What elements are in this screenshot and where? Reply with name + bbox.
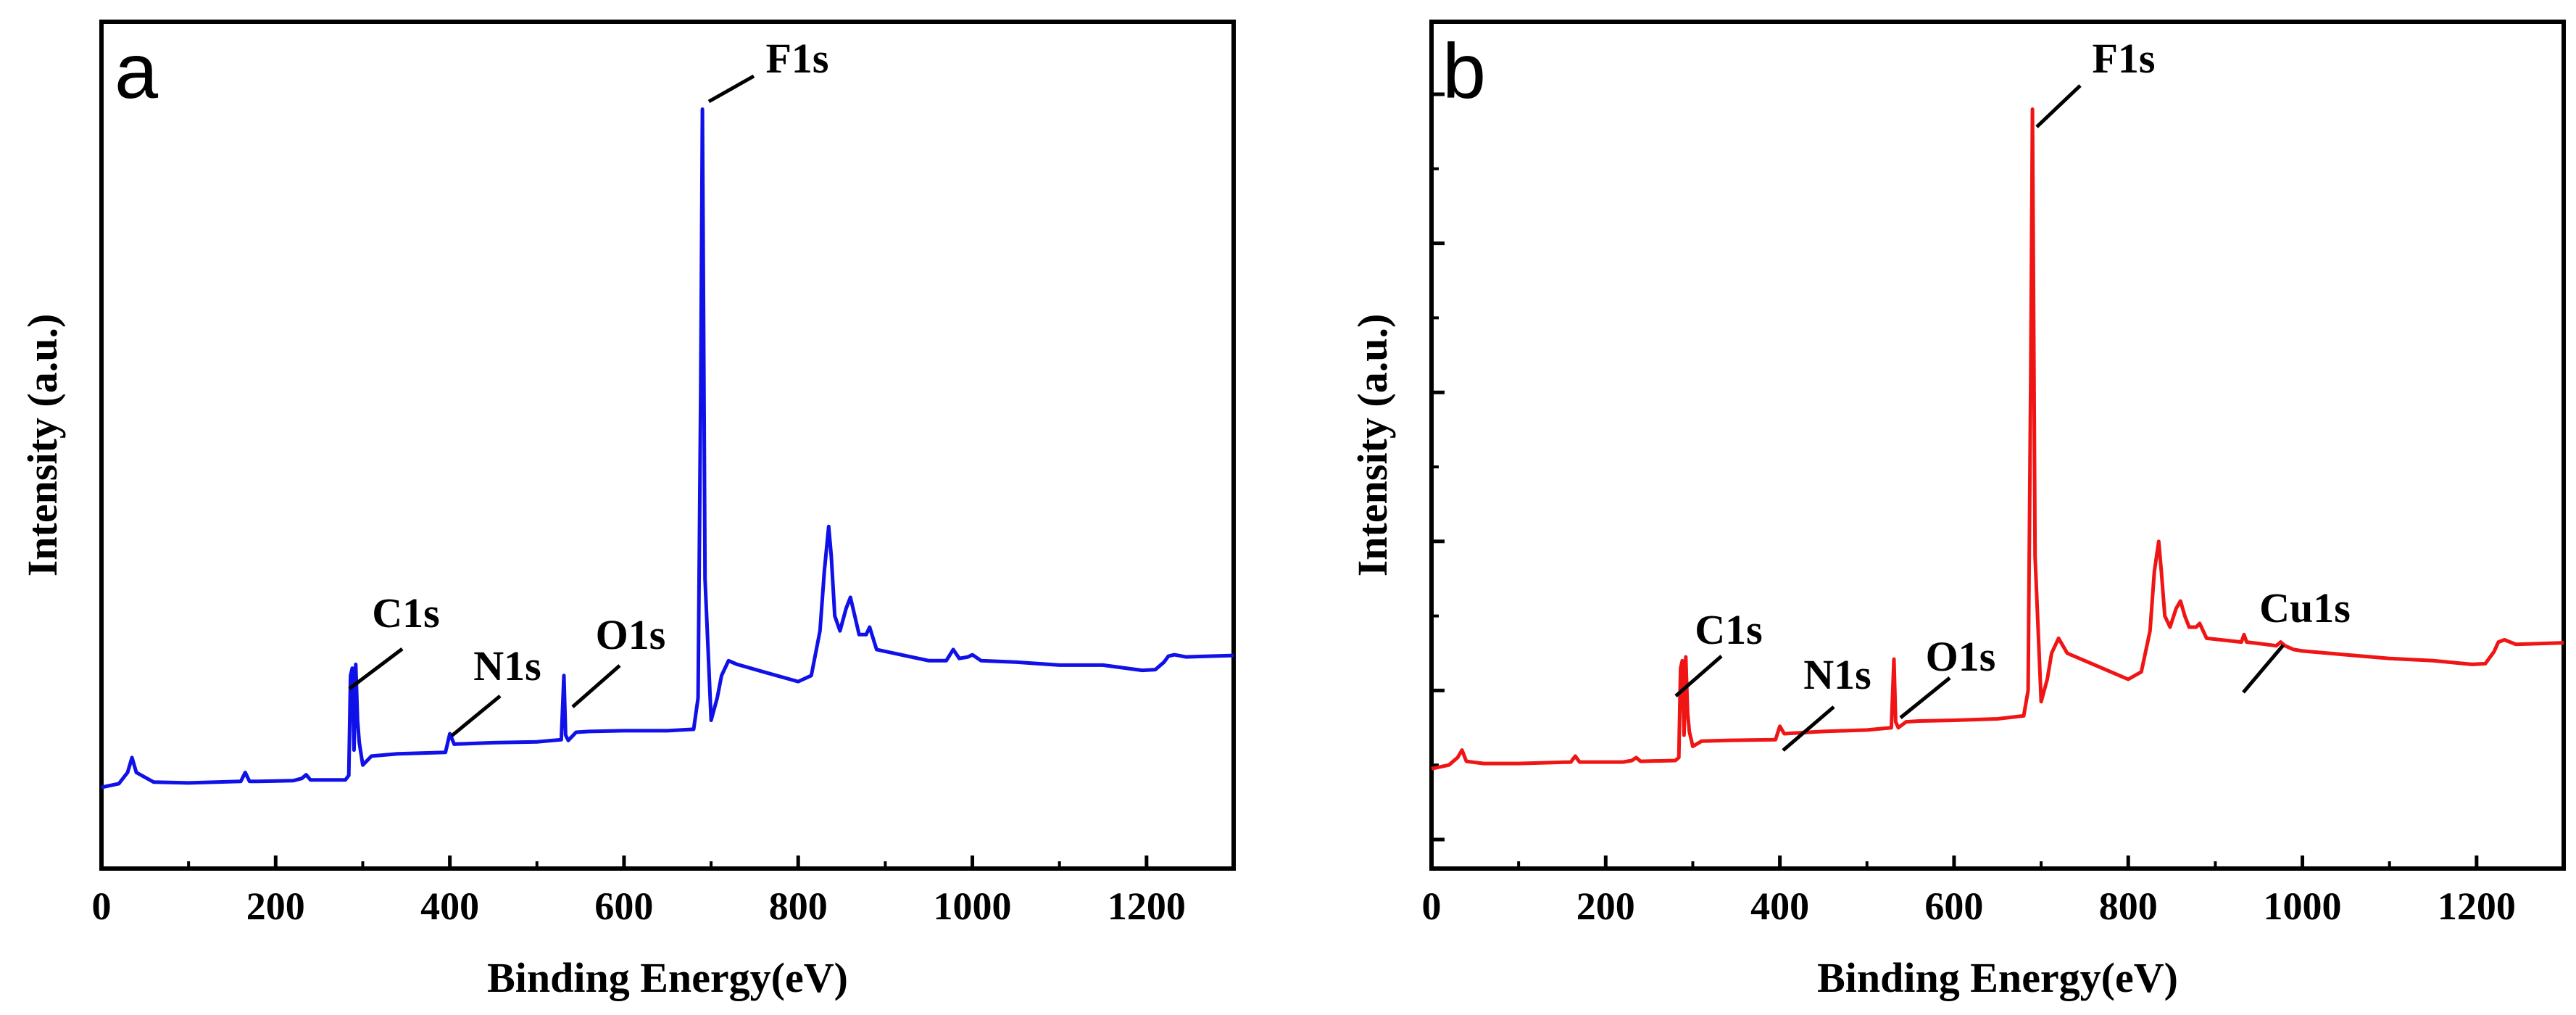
annotation-leader-f1s-a — [707, 74, 755, 104]
annotation-f1s-a: F1s — [766, 35, 829, 82]
annotation-n1s-a: N1s — [473, 642, 541, 689]
annotation-c1s-a: C1s — [372, 589, 439, 637]
annotation-leader-o1s-a — [571, 664, 621, 708]
panel-b: b 0 200 400 600 800 1000 1200 Binding Energy(e… — [1349, 20, 2566, 1001]
x-axis-label-b: Binding Energy(eV) — [1817, 954, 2178, 1001]
x-axis-label-a: Binding Energy(eV) — [487, 954, 848, 1001]
panel-letter-a: a — [115, 27, 159, 115]
x-tick-label: 400 — [420, 884, 479, 928]
x-tick-label: 600 — [1924, 884, 1983, 928]
annotation-o1s-b: O1s — [1926, 633, 1996, 680]
x-axis-tick-labels-a: 0 200 400 600 800 1000 1200 — [92, 884, 1186, 928]
annotation-leader-o1s-b — [1899, 676, 1951, 719]
panel-letter-b: b — [1442, 27, 1486, 115]
annotation-leader-c1s-a — [348, 647, 404, 690]
plot-frame-a — [99, 20, 1236, 871]
x-tick-label: 800 — [2099, 884, 2158, 928]
x-tick-label: 0 — [92, 884, 112, 928]
x-axis-tick-labels-b: 0 200 400 600 800 1000 1200 — [1422, 884, 2516, 928]
x-tick-label: 200 — [1576, 884, 1635, 928]
series-line-b — [1431, 107, 2564, 771]
x-axis-ticks-b — [1429, 856, 2479, 869]
annotation-leader-c1s-b — [1674, 655, 1723, 697]
annotation-leader-cu1s-b — [2242, 644, 2285, 694]
panel-a: a 0 200 400 600 800 1000 1200 Binding Energy(e… — [19, 20, 1236, 1001]
annotation-leader-f1s-b — [2035, 84, 2082, 128]
annotation-cu1s-b: Cu1s — [2259, 584, 2351, 631]
x-tick-label: 200 — [246, 884, 305, 928]
x-tick-label: 600 — [594, 884, 653, 928]
x-tick-label: 400 — [1750, 884, 1809, 928]
plot-frame-b — [1429, 20, 2566, 871]
annotation-leader-n1s-a — [450, 695, 502, 737]
x-tick-label: 1000 — [934, 884, 1012, 928]
x-tick-label: 1200 — [2438, 884, 2516, 928]
series-line-a — [101, 107, 1234, 790]
annotation-f1s-b: F1s — [2093, 35, 2156, 82]
annotation-o1s-a: O1s — [596, 611, 666, 658]
y-axis-label-a: Intensity (a.u.) — [19, 314, 66, 577]
x-tick-label: 800 — [769, 884, 828, 928]
annotation-c1s-b: C1s — [1695, 606, 1762, 653]
x-tick-label: 1200 — [1108, 884, 1186, 928]
annotation-leader-n1s-b — [1782, 705, 1835, 752]
y-axis-label-b: Intensity (a.u.) — [1349, 314, 1396, 577]
annotation-n1s-b: N1s — [1803, 651, 1871, 698]
x-axis-ticks-a — [99, 856, 1149, 869]
y-axis-ticks-b — [1432, 92, 1445, 842]
x-tick-label: 1000 — [2264, 884, 2342, 928]
x-tick-label: 0 — [1422, 884, 1442, 928]
